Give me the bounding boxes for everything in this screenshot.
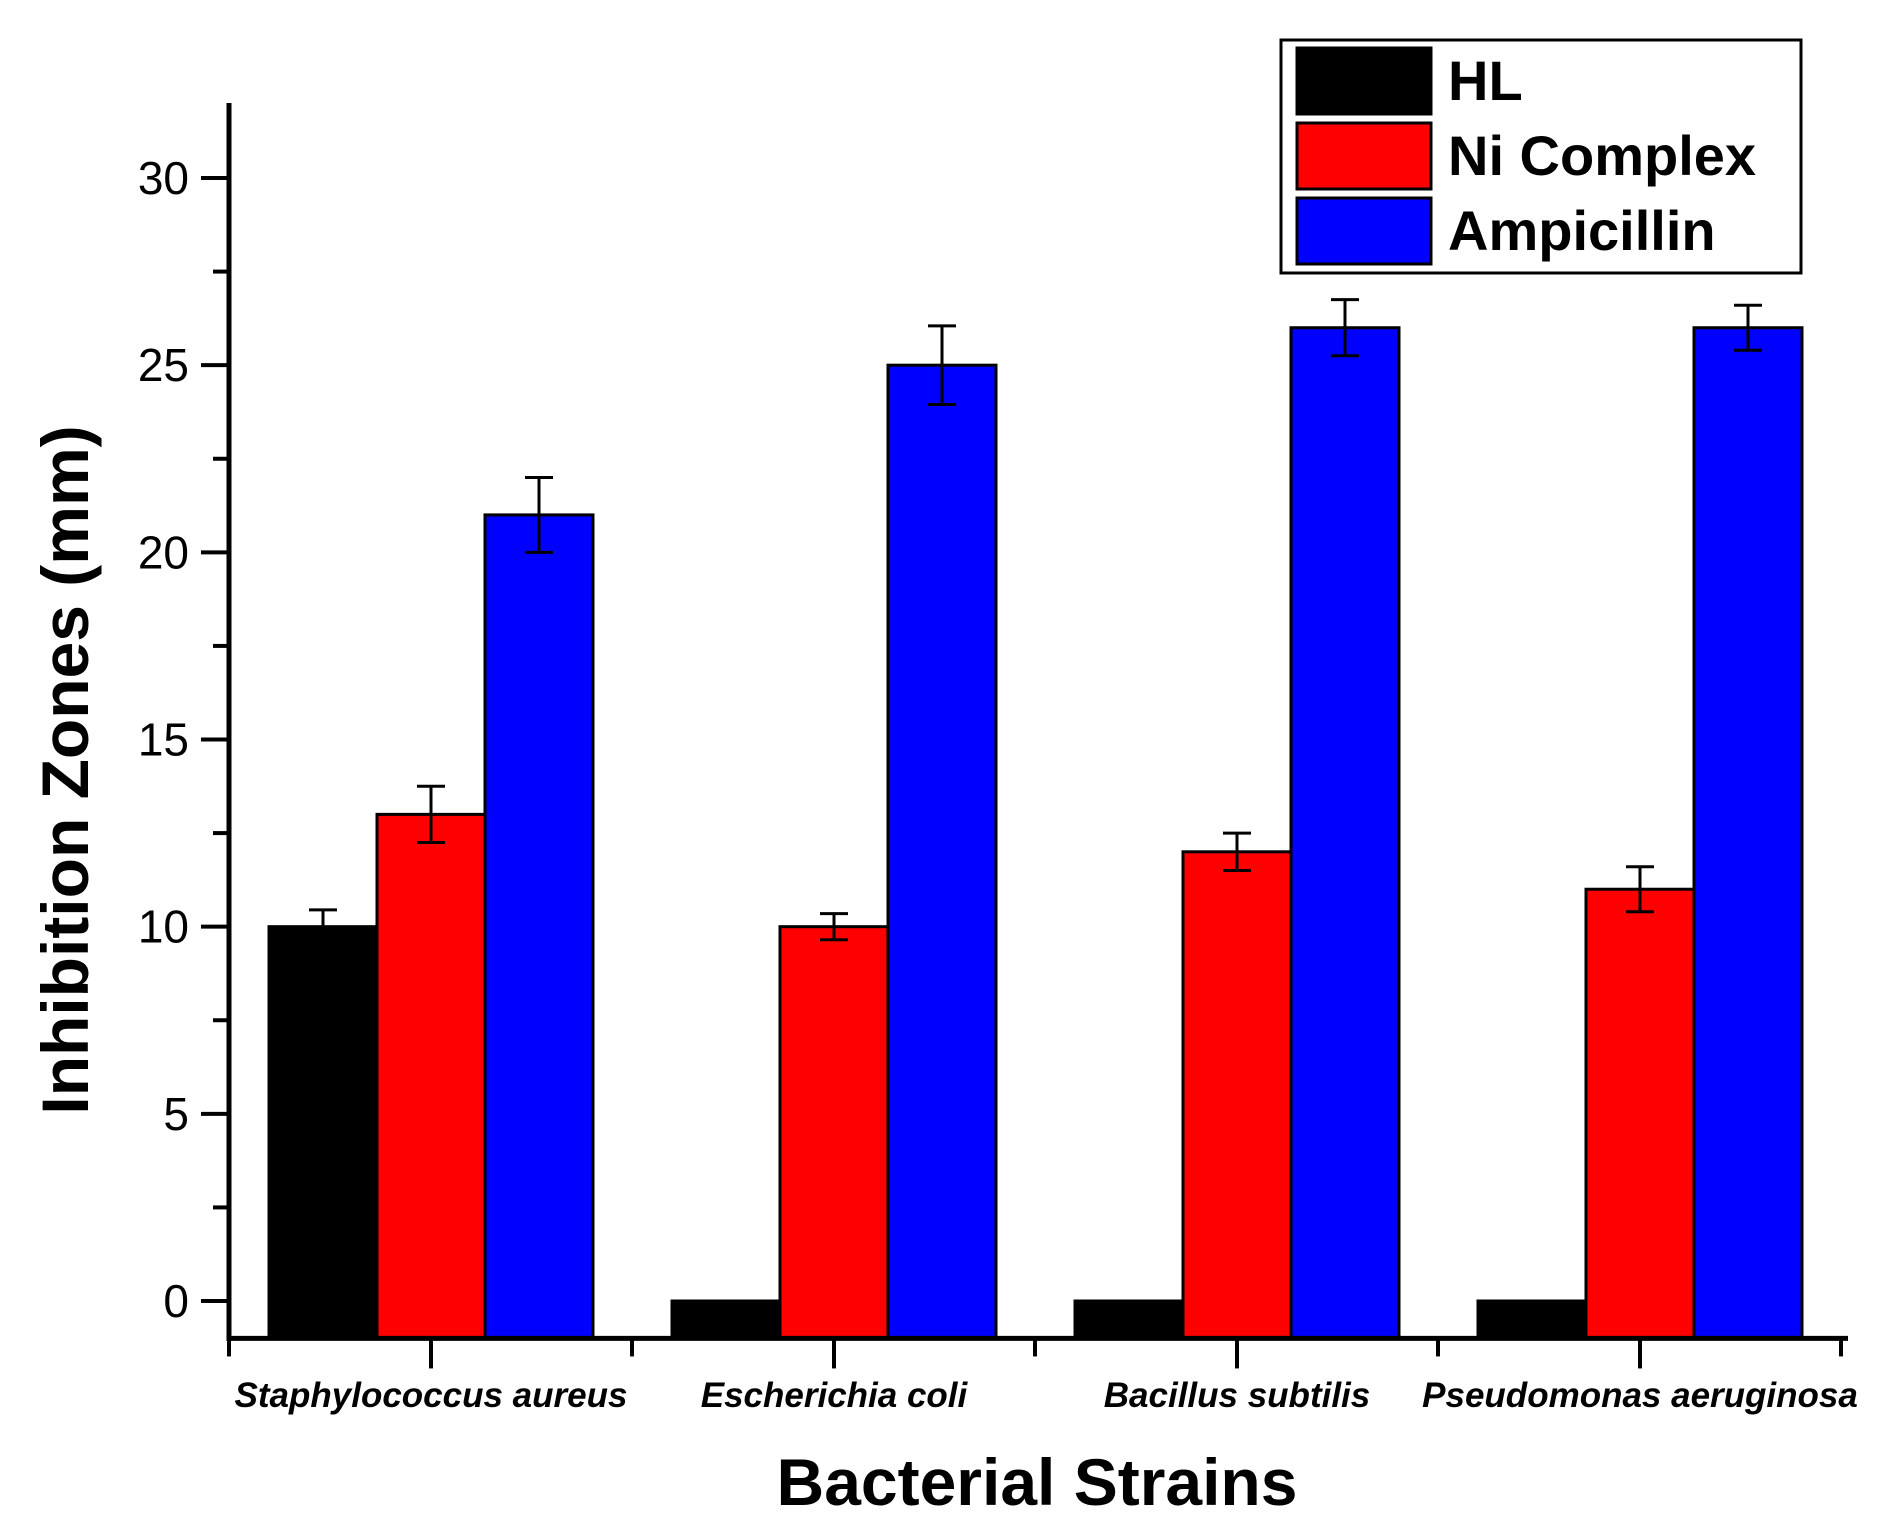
y-ticks: 0 5 10 15 20 25 30 <box>138 152 229 1327</box>
category-label: Bacillus subtilis <box>1104 1376 1370 1415</box>
error-bar <box>1331 298 1359 358</box>
bar-hl <box>670 1299 782 1340</box>
error-bar <box>525 475 553 554</box>
legend-swatch <box>1295 46 1433 116</box>
category-label: Pseudomonas aeruginosa <box>1422 1376 1858 1415</box>
error-bar <box>309 908 337 946</box>
category-label: Staphylococcus aureus <box>235 1376 628 1415</box>
axes-layer <box>226 103 1848 1341</box>
category-label: Escherichia coli <box>701 1376 969 1415</box>
bars-layer <box>267 326 1804 1340</box>
y-tick-label: 0 <box>163 1275 189 1327</box>
legend-label: Ni Complex <box>1448 124 1756 187</box>
error-bar <box>1734 303 1762 352</box>
x-axis-title: Bacterial Strains <box>777 1445 1298 1519</box>
bar-ampicillin <box>1692 326 1804 1340</box>
error-bar <box>1626 865 1654 914</box>
error-bars-layer <box>309 298 1762 946</box>
legend-swatch <box>1295 121 1433 191</box>
x-ticks: Staphylococcus aureus Escherichia coli Bac… <box>227 1338 1858 1415</box>
legend-label: HL <box>1448 49 1523 112</box>
bar-ni-complex <box>778 925 890 1340</box>
bar-ni-complex <box>1181 850 1293 1340</box>
legend-label: Ampicillin <box>1448 199 1716 262</box>
bar-hl <box>1073 1299 1185 1340</box>
bar-hl <box>1476 1299 1588 1340</box>
bar-ni-complex <box>375 812 487 1340</box>
y-tick-label: 5 <box>163 1088 189 1140</box>
y-tick-label: 15 <box>138 714 189 766</box>
bar-ampicillin <box>483 513 595 1340</box>
legend: HL Ni Complex Ampicillin <box>1279 38 1803 275</box>
y-tick-label: 20 <box>138 526 189 578</box>
error-bar <box>417 784 445 844</box>
error-bar <box>820 912 848 942</box>
bar-ampicillin <box>1289 326 1401 1340</box>
y-tick-label: 25 <box>138 339 189 391</box>
error-bar <box>928 324 956 406</box>
y-tick-label: 10 <box>138 901 189 953</box>
legend-swatch <box>1295 196 1433 266</box>
bar-hl <box>267 925 379 1340</box>
y-axis-title: Inhibition Zones (mm) <box>28 425 102 1114</box>
bar-ni-complex <box>1584 887 1696 1340</box>
y-tick-label: 30 <box>138 152 189 204</box>
error-bar <box>1223 831 1251 873</box>
bar-ampicillin <box>886 363 998 1340</box>
